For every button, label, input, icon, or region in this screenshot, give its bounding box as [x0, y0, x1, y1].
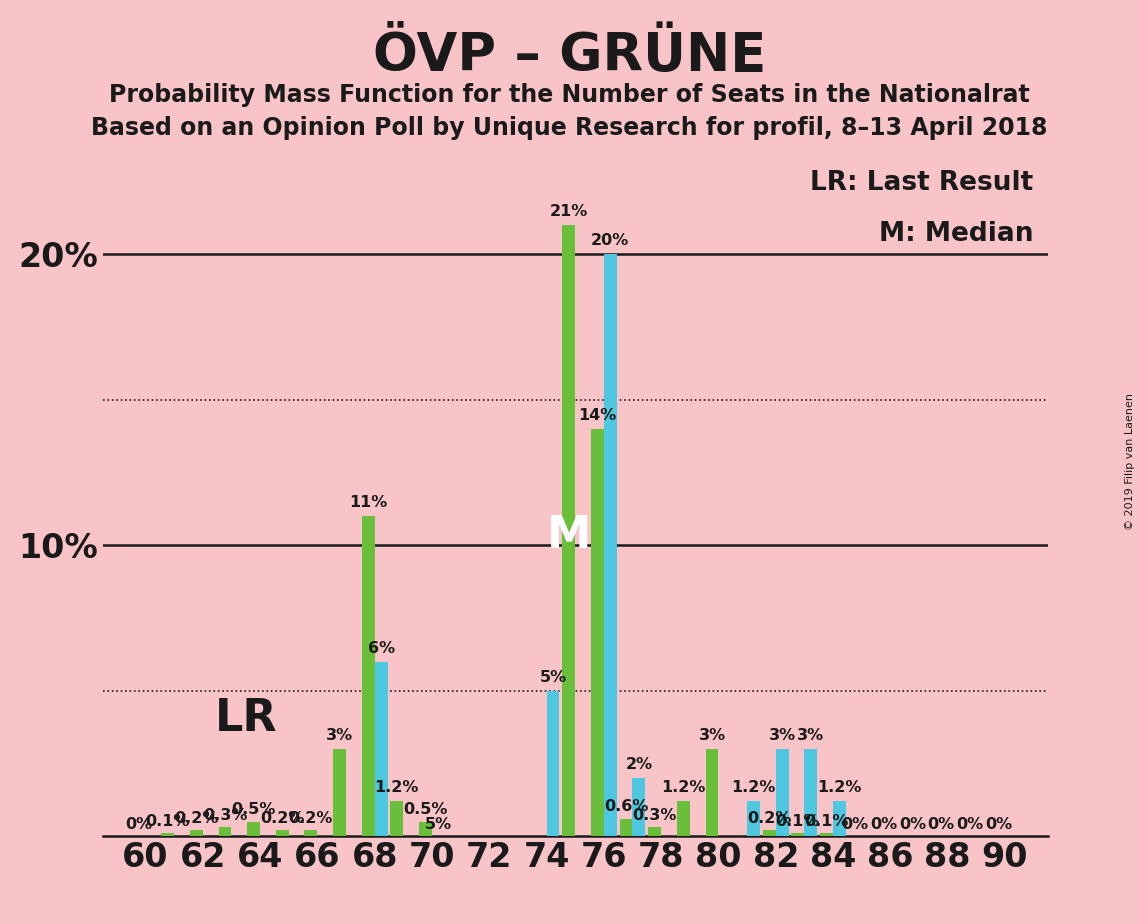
Text: 21%: 21% [550, 204, 588, 219]
Text: 0%: 0% [125, 817, 153, 832]
Text: 0.2%: 0.2% [174, 811, 219, 826]
Text: 0.1%: 0.1% [776, 814, 820, 829]
Text: 0.2%: 0.2% [747, 811, 792, 826]
Bar [304, 831, 318, 836]
Text: 3%: 3% [698, 728, 726, 743]
Text: 0%: 0% [842, 817, 869, 832]
Bar [677, 801, 690, 836]
Bar [705, 749, 719, 836]
Bar [792, 833, 804, 836]
Text: LR: Last Result: LR: Last Result [811, 170, 1034, 196]
Bar [419, 821, 432, 836]
Text: 0.5%: 0.5% [231, 802, 276, 818]
Text: 5%: 5% [540, 670, 566, 685]
Text: 3%: 3% [769, 728, 796, 743]
Bar [632, 778, 646, 836]
Text: 0.5%: 0.5% [403, 802, 448, 818]
Bar [620, 819, 632, 836]
Text: 5%: 5% [425, 817, 452, 832]
Bar [547, 691, 559, 836]
Text: 0%: 0% [927, 817, 954, 832]
Text: 0.2%: 0.2% [288, 811, 333, 826]
Text: 0.1%: 0.1% [146, 814, 190, 829]
Text: 1.2%: 1.2% [661, 781, 705, 796]
Text: 1.2%: 1.2% [818, 781, 862, 796]
Text: 6%: 6% [368, 641, 395, 656]
Text: Based on an Opinion Poll by Unique Research for profil, 8–13 April 2018: Based on an Opinion Poll by Unique Resea… [91, 116, 1048, 140]
Bar [391, 801, 403, 836]
Text: Probability Mass Function for the Number of Seats in the Nationalrat: Probability Mass Function for the Number… [109, 83, 1030, 107]
Text: 0.3%: 0.3% [632, 808, 677, 823]
Bar [247, 821, 260, 836]
Bar [747, 801, 760, 836]
Bar [162, 833, 174, 836]
Bar [219, 828, 231, 836]
Text: 0%: 0% [957, 817, 983, 832]
Bar [604, 254, 616, 836]
Text: 1.2%: 1.2% [375, 781, 419, 796]
Text: 11%: 11% [349, 495, 387, 510]
Text: 3%: 3% [326, 728, 353, 743]
Bar [591, 429, 604, 836]
Text: 0.1%: 0.1% [804, 814, 849, 829]
Bar [362, 517, 375, 836]
Bar [375, 662, 387, 836]
Text: 0.2%: 0.2% [260, 811, 304, 826]
Text: ÖVP – GRÜNE: ÖVP – GRÜNE [372, 30, 767, 81]
Text: 0.3%: 0.3% [203, 808, 247, 823]
Bar [833, 801, 846, 836]
Text: © 2019 Filip van Laenen: © 2019 Filip van Laenen [1125, 394, 1134, 530]
Text: 2%: 2% [625, 757, 653, 772]
Bar [563, 225, 575, 836]
Text: 0%: 0% [870, 817, 898, 832]
Text: 0%: 0% [899, 817, 926, 832]
Bar [276, 831, 288, 836]
Bar [333, 749, 346, 836]
Text: 14%: 14% [579, 408, 616, 423]
Text: 0.6%: 0.6% [604, 799, 648, 814]
Text: 0%: 0% [985, 817, 1013, 832]
Bar [763, 831, 776, 836]
Text: 3%: 3% [797, 728, 825, 743]
Bar [804, 749, 818, 836]
Bar [776, 749, 788, 836]
Bar [820, 833, 833, 836]
Text: M: Median: M: Median [879, 221, 1034, 247]
Text: M: M [547, 514, 591, 557]
Bar [190, 831, 203, 836]
Text: LR: LR [214, 698, 277, 740]
Bar [648, 828, 661, 836]
Text: 20%: 20% [591, 234, 630, 249]
Text: 1.2%: 1.2% [731, 781, 776, 796]
